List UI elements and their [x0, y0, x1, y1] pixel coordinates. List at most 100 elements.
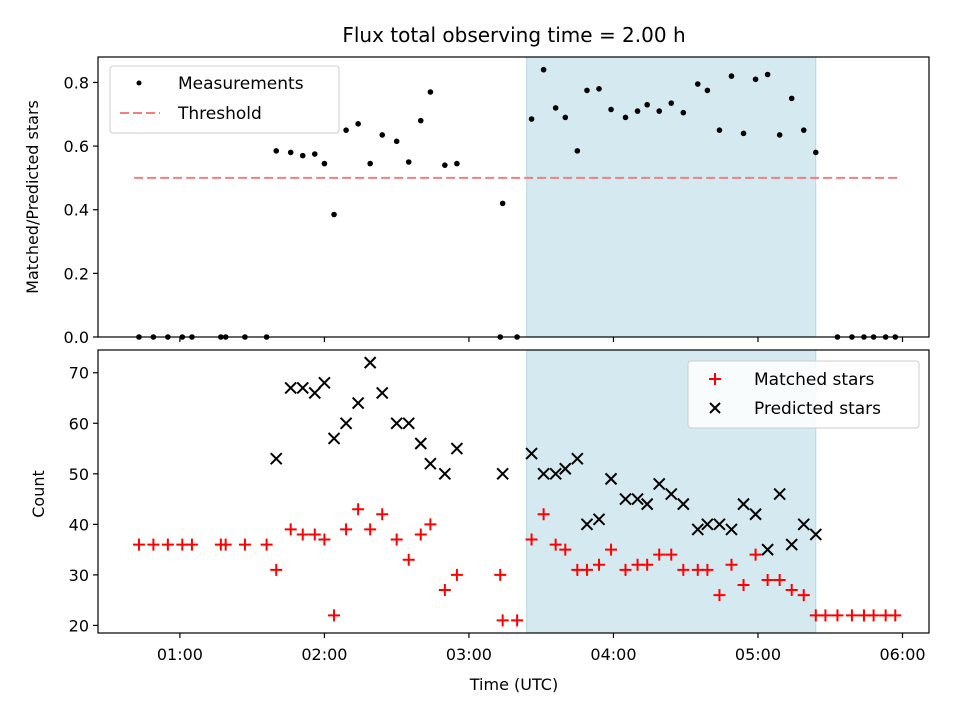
predicted-star-point: [351, 396, 365, 410]
x-tick-label: 05:00: [735, 645, 781, 664]
predicted-star-point: [390, 417, 403, 430]
measurement-point: [331, 211, 337, 218]
predicted-star-point: [737, 497, 750, 511]
matched-star-point: [867, 609, 880, 622]
matched-star-point: [737, 578, 750, 591]
measurement-point: [596, 86, 602, 92]
predicted-star-point: [339, 417, 353, 430]
legend-matched-marker: [709, 373, 721, 385]
measurement-point: [740, 130, 747, 137]
predicted-star-point: [677, 497, 690, 511]
x-tick-label: 01:00: [157, 645, 203, 664]
matched-star-point: [773, 573, 786, 586]
measurement-point: [273, 148, 280, 154]
predicted-star-point: [414, 437, 427, 450]
measurement-point: [656, 108, 663, 114]
matched-star-point: [761, 573, 774, 586]
y-tick-label: 0.6: [64, 137, 89, 156]
matched-star-point: [296, 528, 309, 541]
measurement-point: [562, 114, 569, 121]
predicted-star-point: [308, 386, 321, 400]
matched-star-point: [318, 533, 331, 546]
predicted-star-point: [749, 508, 762, 521]
matched-star-point: [701, 563, 714, 576]
top-legend-box: [109, 65, 340, 134]
predicted-star-point: [402, 417, 415, 430]
predicted-star-point: [580, 518, 594, 531]
predicted-star-point: [537, 467, 550, 481]
measurement-point: [574, 148, 581, 154]
bottom-y-ticks: 20 30 40 50 60 70: [69, 364, 98, 635]
matched-star-point: [340, 523, 353, 536]
matched-star-point: [665, 548, 678, 561]
matched-star-point: [511, 614, 524, 627]
y-tick-label: 30: [69, 566, 89, 585]
predicted-star-point: [604, 472, 618, 486]
matched-star-point: [559, 543, 572, 556]
matched-star-point: [525, 533, 538, 546]
y-tick-label: 70: [69, 364, 89, 383]
predicted-star-point: [318, 376, 331, 390]
matched-star-point: [785, 584, 798, 597]
measurement-point: [299, 152, 306, 159]
predicted-star-point: [713, 518, 726, 531]
predicted-star-point: [785, 538, 798, 551]
x-tick-label: 04:00: [590, 645, 636, 664]
top-highlight-window: [526, 56, 817, 338]
matched-star-point: [641, 558, 654, 571]
measurement-point: [800, 127, 807, 133]
measurement-point: [321, 160, 328, 167]
measurement-point: [552, 105, 559, 111]
matched-star-point: [605, 543, 618, 556]
matched-star-point: [677, 563, 690, 576]
predicted-star-point: [701, 518, 714, 531]
bottom-y-axis-label: Count: [29, 470, 48, 518]
measurement-point: [644, 101, 650, 108]
measurement-point: [680, 109, 687, 116]
predicted-star-point: [525, 447, 538, 460]
predicted-star-point: [773, 487, 786, 501]
predicted-star-point: [619, 492, 632, 506]
predicted-star-point: [592, 513, 606, 526]
top-legend: Measurements Threshold: [109, 65, 340, 134]
predicted-star-point: [549, 467, 562, 481]
measurement-point: [442, 162, 448, 168]
measurement-point: [694, 81, 701, 87]
predicted-star-point: [450, 442, 464, 455]
measurement-point: [417, 117, 424, 124]
matched-star-point: [537, 508, 550, 521]
measurement-point: [752, 76, 759, 83]
measurement-point: [343, 127, 349, 133]
predicted-star-point: [761, 543, 774, 556]
matched-star-point: [549, 538, 562, 551]
predicted-star-point: [725, 523, 738, 536]
predicted-star-point: [797, 518, 810, 531]
predicted-star-point: [363, 356, 377, 369]
y-tick-label: 0.0: [64, 328, 89, 347]
measurement-point: [379, 132, 386, 138]
legend-measurements-label: Measurements: [178, 74, 304, 94]
measurement-point: [405, 159, 412, 165]
measurement-point: [499, 200, 506, 207]
measurement-point: [716, 127, 723, 133]
x-tick-label: 06:00: [879, 645, 925, 664]
matched-star-point: [889, 609, 902, 622]
bottom-legend-box: [687, 360, 920, 429]
matched-star-point: [376, 508, 389, 521]
measurement-point: [287, 149, 294, 156]
predicted-star-point: [376, 386, 389, 400]
predicted-star-point: [665, 487, 678, 501]
x-axis-label: Time (UTC): [469, 675, 558, 694]
measurement-point: [311, 151, 318, 157]
predicted-star-point: [424, 457, 437, 470]
bottom-panel: 20 30 40 50 60 70 01:00 02:00 03:00 04:00 05:00 06…: [29, 349, 930, 694]
top-y-ticks: 0.0 0.2 0.4 0.6 0.8: [64, 73, 98, 347]
matched-star-point: [185, 538, 198, 551]
bottom-legend: Matched stars Predicted stars: [687, 360, 920, 429]
measurement-point: [704, 87, 711, 94]
y-tick-label: 0.8: [64, 73, 89, 92]
measurement-point: [355, 121, 361, 127]
measurement-point: [454, 160, 460, 167]
predicted-star-point: [559, 462, 572, 475]
